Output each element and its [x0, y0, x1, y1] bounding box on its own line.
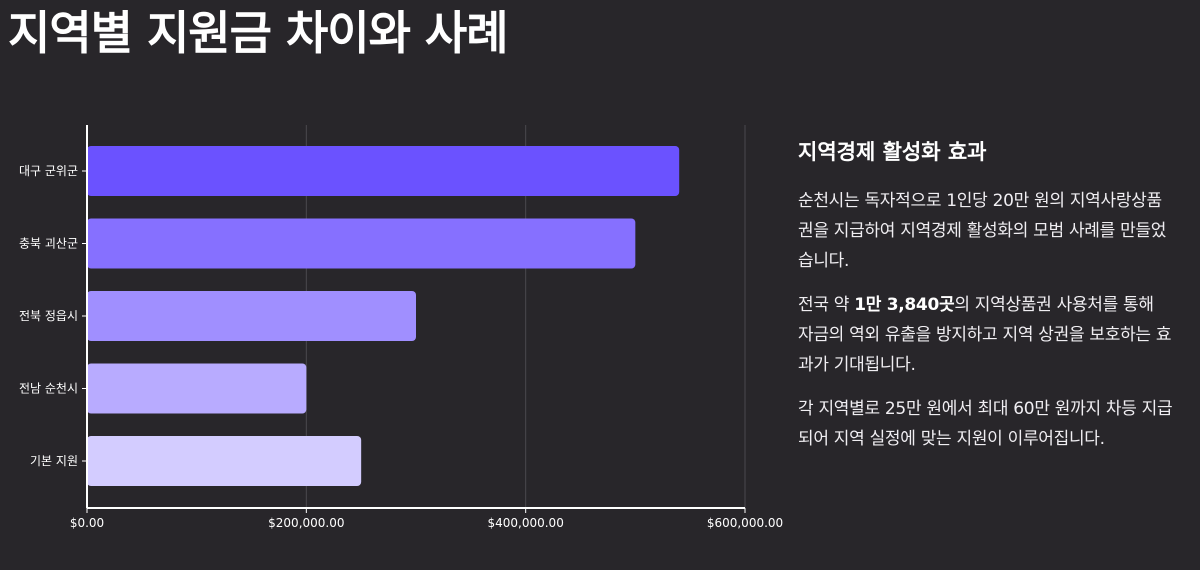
side-paragraph-3: 각 지역별로 25만 원에서 최대 60만 원까지 차등 지급되어 지역 실정에…: [798, 399, 1173, 449]
bar-2: [87, 218, 636, 269]
page-title: 지역별 지원금 차이와 사례: [8, 6, 509, 60]
bar-5: [87, 436, 362, 486]
side-paragraph-2-post: 의 지역상품권 사용처를 통해 자금의 역외 유출을 방지하고 지역 상권을 보…: [798, 295, 1172, 375]
x-tick-label-1: $0.00: [70, 516, 104, 530]
bar-4: [87, 363, 307, 414]
side-paragraph-2-highlight: 1만 3,840곳: [854, 295, 955, 315]
y-tick-label-3: 전북 정읍시: [19, 309, 78, 323]
y-tick-label-1: 대구 군위군: [19, 164, 78, 178]
y-tick-label-2: 충북 괴산군: [19, 237, 78, 251]
side-paragraph-1: 순천시는 독자적으로 1인당 20만 원의 지역사랑상품권을 지급하여 지역경제…: [798, 191, 1167, 271]
y-tick-label-5: 기본 지원: [30, 454, 78, 468]
y-tick-label-4: 전남 순천시: [19, 381, 78, 396]
x-tick-label-2: $200,000.00: [268, 516, 344, 530]
x-tick-label-4: $600,000.00: [707, 516, 783, 530]
bar-3: [87, 291, 416, 341]
side-heading: 지역경제 활성화 효과: [798, 140, 987, 164]
side-paragraph-2: 전국 약 1만 3,840곳의 지역상품권 사용처를 통해 자금의 역외 유출을…: [798, 290, 1173, 380]
side-panel: 지역경제 활성화 효과 순천시는 독자적으로 1인당 20만 원의 지역사랑상품…: [798, 136, 1173, 468]
x-tick-label-3: $400,000.00: [487, 516, 563, 530]
bar-1: [87, 146, 680, 196]
side-paragraph-2-pre: 전국 약: [798, 295, 855, 315]
